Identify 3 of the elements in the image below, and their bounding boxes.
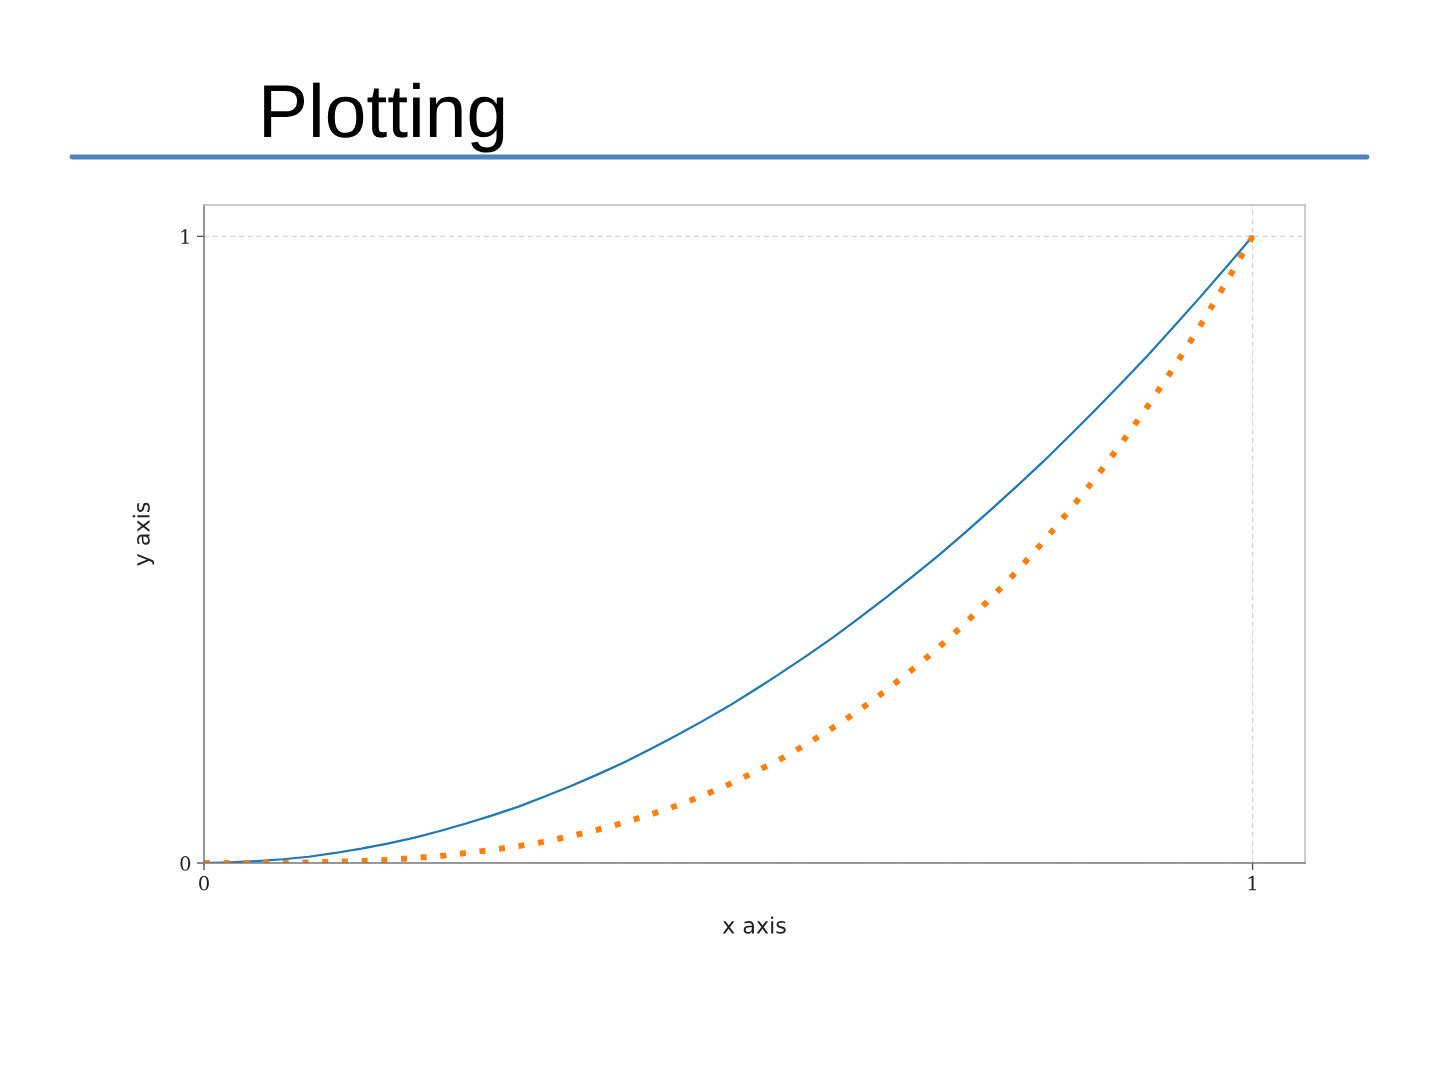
y-axis-title: y axis — [132, 502, 155, 566]
chart-title: Plotting — [264, 82, 504, 153]
x-axis-title: x axis — [722, 916, 786, 934]
